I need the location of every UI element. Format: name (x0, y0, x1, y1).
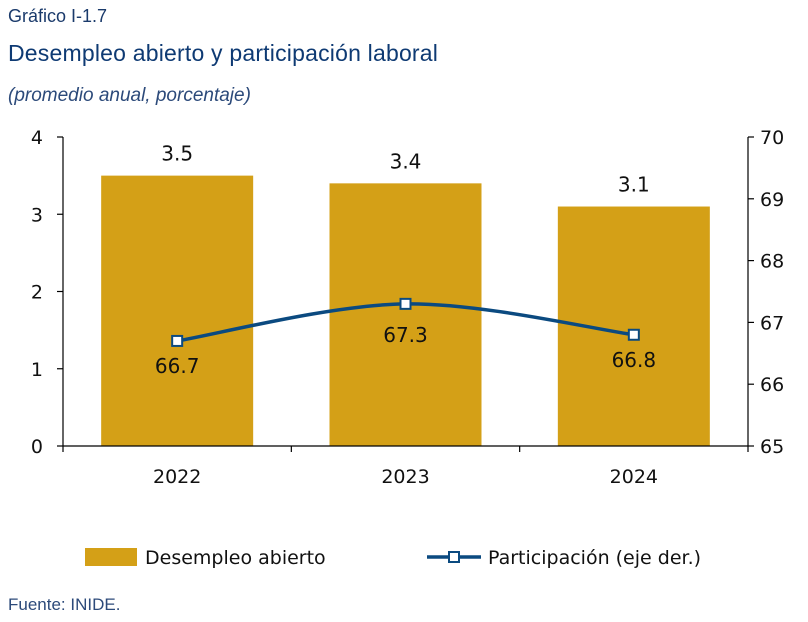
x-tick-label: 2023 (381, 466, 429, 488)
line-value-label: 66.7 (155, 354, 200, 378)
right-tick-label: 67 (760, 312, 784, 334)
participation-marker (171, 334, 184, 347)
chart-title: Desempleo abierto y participación labora… (8, 40, 439, 66)
left-tick-label: 3 (31, 204, 43, 226)
legend-label-line: Participación (eje der.) (488, 547, 701, 569)
left-tick-label: 1 (31, 359, 43, 381)
legend-label-bar: Desempleo abierto (145, 547, 326, 569)
right-tick-label: 70 (760, 127, 784, 149)
source-note: Fuente: INIDE. (8, 595, 121, 614)
legend-swatch-bar (85, 548, 137, 566)
line-value-label: 66.8 (612, 348, 657, 372)
x-tick-label: 2022 (153, 466, 201, 488)
bar-value-label: 3.5 (161, 142, 193, 166)
participation-marker (399, 297, 412, 310)
left-tick-label: 4 (31, 127, 43, 149)
participation-marker (627, 328, 640, 341)
line-value-label: 67.3 (383, 323, 428, 347)
chart-number: Gráfico I-1.7 (8, 6, 108, 26)
bar-value-label: 3.4 (390, 149, 422, 173)
bar-value-label: 3.1 (618, 173, 650, 197)
bar-2023 (329, 183, 482, 446)
x-tick-label: 2024 (610, 466, 658, 488)
chart-subtitle: (promedio anual, porcentaje) (8, 85, 251, 106)
right-tick-label: 66 (760, 374, 784, 396)
right-tick-label: 68 (760, 251, 784, 273)
left-tick-label: 0 (31, 436, 43, 458)
left-tick-label: 2 (31, 282, 43, 304)
bar-2022 (101, 175, 254, 446)
legend-swatch-marker (448, 551, 460, 563)
right-tick-label: 69 (760, 189, 784, 211)
right-tick-label: 65 (760, 436, 784, 458)
